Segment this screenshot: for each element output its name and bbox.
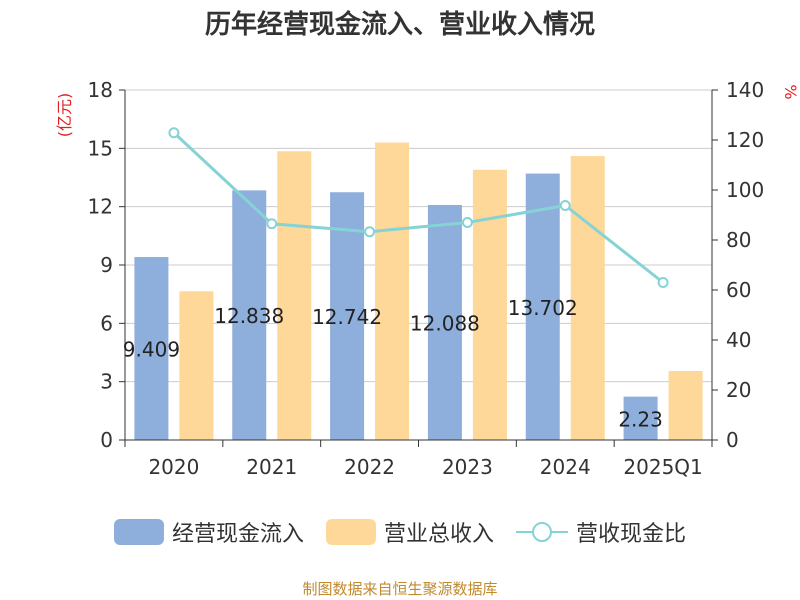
y-right-axis-title: %	[781, 84, 800, 99]
y-left-axis-title: (亿元)	[55, 93, 74, 138]
data-label-cash-inflow: 12.742	[312, 305, 382, 329]
legend-label-revenue: 营业总收入	[383, 522, 494, 547]
legend-label-cash-ratio: 营收现金比	[576, 522, 687, 547]
x-tick-label: 2023	[442, 455, 493, 479]
legend-line-marker	[532, 522, 552, 542]
x-tick-label: 2020	[148, 455, 199, 479]
y-right-tick-label: 100	[726, 178, 764, 202]
point-cash-ratio	[168, 127, 180, 139]
legend-item-revenue[interactable]: 营业总收入	[325, 516, 494, 548]
legend-item-cash-ratio[interactable]: 营收现金比	[516, 516, 686, 548]
y-left-tick-label: 15	[88, 136, 113, 160]
y-left-tick-label: 18	[88, 78, 113, 102]
y-right-tick-label: 60	[726, 278, 751, 302]
bar-cash-inflow	[232, 190, 267, 440]
legend-swatch-cash-inflow	[113, 519, 164, 545]
point-cash-ratio	[266, 218, 278, 230]
bar-revenue	[570, 156, 605, 440]
y-left-tick-label: 9	[100, 253, 113, 277]
x-tick-label: 2025Q1	[623, 455, 702, 479]
x-tick-label: 2022	[344, 455, 395, 479]
y-right-tick-label: 20	[726, 378, 751, 402]
bar-cash-inflow	[525, 173, 560, 441]
data-label-cash-inflow: 2.23	[618, 407, 663, 431]
bar-cash-inflow	[134, 257, 169, 440]
legend-line-icon	[516, 522, 568, 542]
point-cash-ratio	[559, 200, 571, 211]
legend: 经营现金流入 营业总收入 营收现金比	[0, 516, 800, 548]
x-tick-label: 2024	[540, 455, 591, 479]
x-tick-label: 2021	[246, 455, 297, 479]
data-label-cash-inflow: 12.088	[410, 311, 480, 335]
point-cash-ratio	[657, 277, 669, 288]
y-right-tick-label: 140	[726, 78, 764, 102]
bar-cash-inflow	[330, 192, 365, 440]
y-left-tick-label: 6	[100, 311, 113, 335]
y-right-tick-label: 40	[726, 328, 751, 352]
y-left-tick-label: 0	[100, 428, 113, 452]
point-cash-ratio	[461, 217, 473, 228]
y-left-tick-label: 3	[100, 370, 113, 394]
data-label-cash-inflow: 13.702	[508, 296, 578, 320]
legend-label-cash-inflow: 经营现金流入	[171, 522, 304, 547]
data-label-cash-inflow: 12.838	[214, 304, 284, 328]
chart-title: 历年经营现金流入、营业收入情况	[204, 10, 595, 40]
legend-item-cash-inflow[interactable]: 经营现金流入	[113, 516, 304, 548]
y-left-tick-label: 12	[88, 195, 113, 219]
bar-revenue	[375, 142, 410, 440]
bar-cash-inflow	[427, 204, 462, 440]
y-right-tick-label: 120	[726, 128, 764, 152]
data-label-cash-inflow: 9.409	[123, 338, 180, 362]
bar-revenue	[179, 291, 214, 440]
bar-revenue	[277, 151, 312, 440]
legend-swatch-revenue	[325, 519, 376, 545]
line-cash-ratio	[172, 131, 665, 284]
y-right-tick-label: 0	[726, 428, 739, 452]
point-cash-ratio	[364, 226, 376, 238]
y-right-tick-label: 80	[726, 228, 751, 252]
bar-cash-inflow	[623, 396, 658, 440]
source-note: 制图数据来自恒生聚源数据库	[302, 580, 498, 598]
bar-revenue	[668, 370, 703, 440]
bar-revenue	[472, 169, 507, 440]
